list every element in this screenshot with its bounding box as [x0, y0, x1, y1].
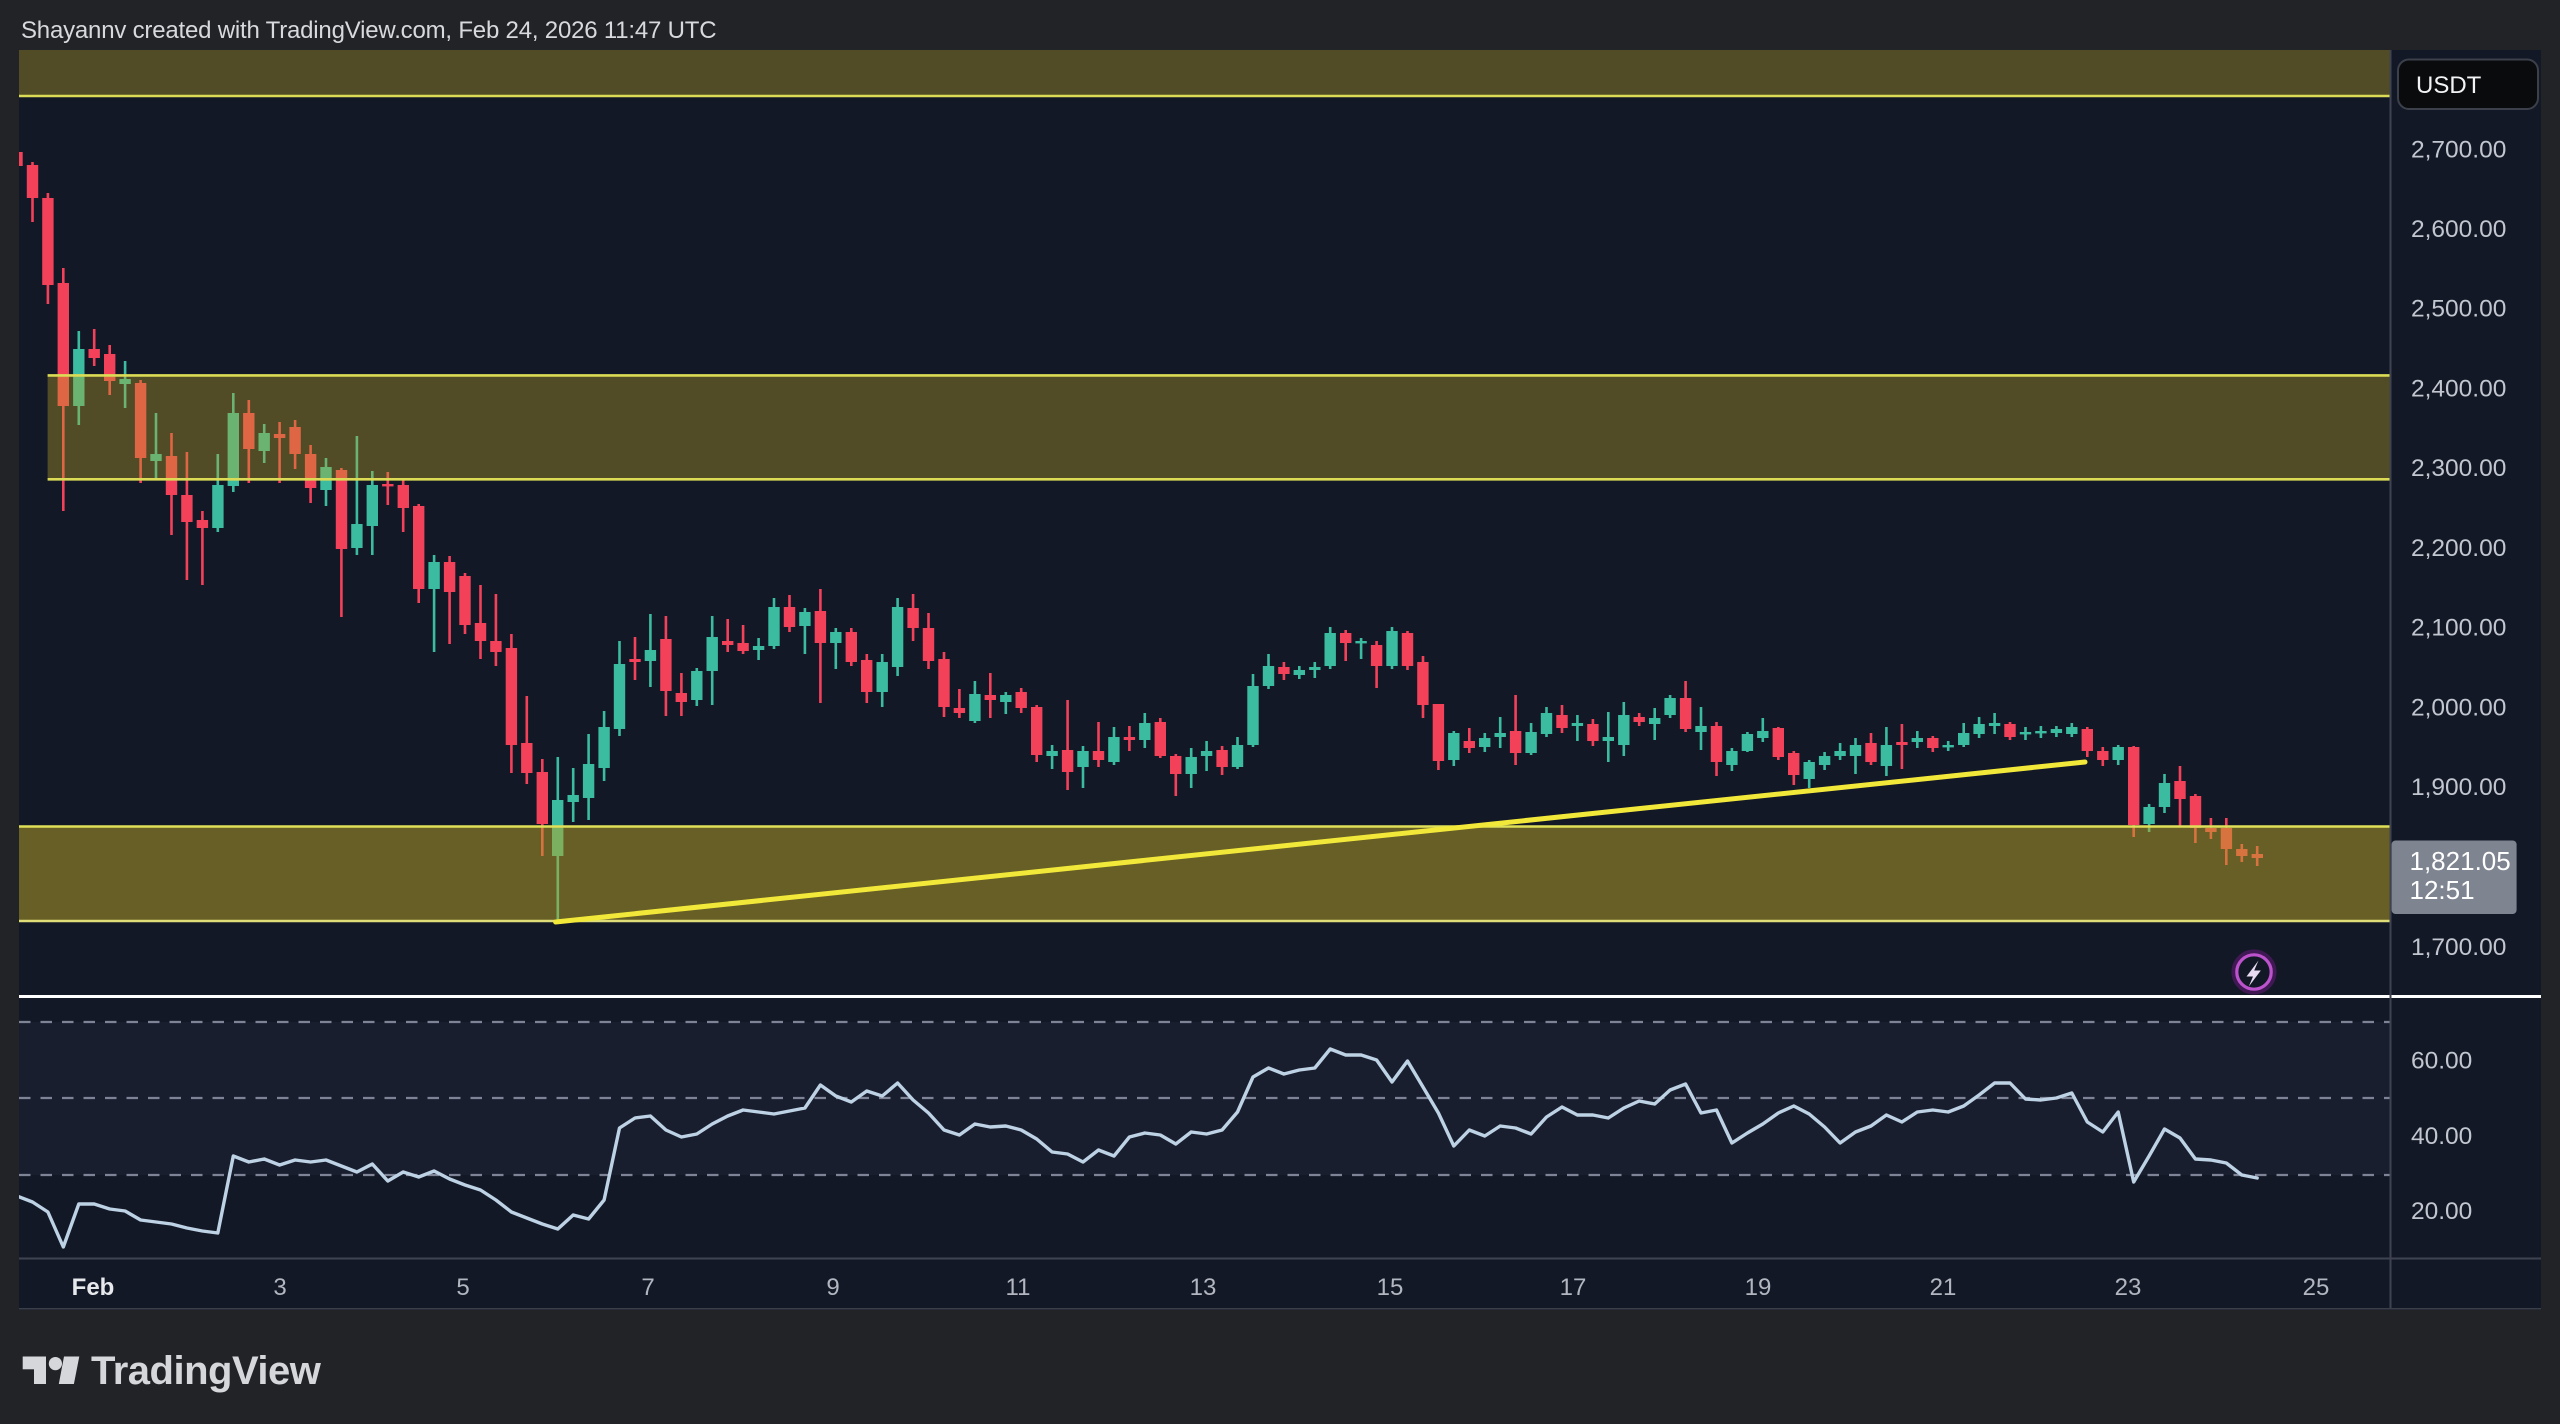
svg-text:2,600.00: 2,600.00	[2411, 216, 2506, 243]
svg-text:20.00: 20.00	[2411, 1198, 2472, 1225]
svg-text:12:51: 12:51	[2410, 875, 2475, 905]
svg-text:21: 21	[1930, 1274, 1957, 1301]
svg-text:2,200.00: 2,200.00	[2411, 535, 2506, 562]
svg-text:17: 17	[1560, 1274, 1587, 1301]
svg-text:2,000.00: 2,000.00	[2411, 695, 2506, 722]
svg-text:40.00: 40.00	[2411, 1123, 2472, 1150]
svg-text:25: 25	[2303, 1274, 2330, 1301]
svg-text:11: 11	[1006, 1274, 1031, 1301]
svg-text:5: 5	[456, 1274, 469, 1301]
svg-text:USDT: USDT	[2416, 72, 2482, 99]
svg-text:TradingView: TradingView	[91, 1349, 322, 1393]
svg-text:9: 9	[826, 1274, 839, 1301]
svg-text:3: 3	[273, 1274, 286, 1301]
svg-text:1,700.00: 1,700.00	[2411, 934, 2506, 961]
svg-text:1,900.00: 1,900.00	[2411, 774, 2506, 801]
svg-text:Feb: Feb	[72, 1274, 115, 1301]
svg-text:2,500.00: 2,500.00	[2411, 296, 2506, 323]
svg-text:19: 19	[1745, 1274, 1772, 1301]
svg-text:15: 15	[1377, 1274, 1404, 1301]
svg-text:2,400.00: 2,400.00	[2411, 376, 2506, 403]
svg-text:23: 23	[2115, 1274, 2142, 1301]
svg-text:2,300.00: 2,300.00	[2411, 455, 2506, 482]
svg-text:2,700.00: 2,700.00	[2411, 137, 2506, 164]
svg-text:60.00: 60.00	[2411, 1048, 2472, 1075]
svg-text:7: 7	[641, 1274, 654, 1301]
svg-text:2,100.00: 2,100.00	[2411, 615, 2506, 642]
svg-text:1,821.05: 1,821.05	[2410, 846, 2511, 876]
svg-text:13: 13	[1190, 1274, 1217, 1301]
